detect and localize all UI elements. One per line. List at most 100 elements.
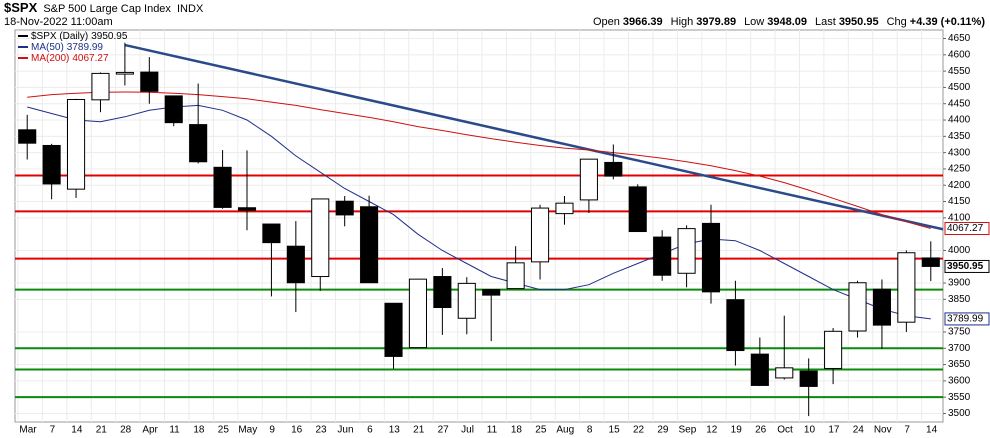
price-tag-label: 3950.95 <box>947 261 984 272</box>
date: 18-Nov-2022 11:00am <box>4 16 113 28</box>
x-tick-label: 8 <box>587 425 593 436</box>
candle-body <box>286 245 305 284</box>
x-tick-label: Aug <box>556 425 574 436</box>
legend-value: 3789.99 <box>67 42 104 53</box>
y-tick-label: 3900 <box>948 278 971 289</box>
quote-label: Low <box>744 16 764 28</box>
x-tick-label: 21 <box>413 425 425 436</box>
quote: Open 3966.39 High 3979.89 Low 3948.09 Last 3950… <box>593 16 985 28</box>
legend-entry: $SPX (Daily) 3950.95 <box>31 31 128 42</box>
legend-value: 4067.27 <box>72 53 109 64</box>
candle-body <box>506 262 525 290</box>
y-tick-label: 3600 <box>948 376 971 387</box>
x-tick-label: 24 <box>853 425 865 436</box>
candle-body <box>897 252 916 323</box>
candle-body <box>457 282 476 319</box>
x-tick-label: Nov <box>874 425 892 436</box>
candle-body <box>115 71 134 75</box>
quote-label: Open <box>593 16 620 28</box>
x-tick-label: Sep <box>678 425 696 436</box>
y-tick-label: 4000 <box>948 245 971 256</box>
legend-name: MA(50) <box>31 42 64 53</box>
y-tick-label: 4650 <box>948 33 971 44</box>
candle-body <box>848 282 867 332</box>
x-tick-label: 25 <box>218 425 230 436</box>
x-tick-label: 7 <box>904 425 910 436</box>
candle-body <box>140 71 159 92</box>
x-tick-label: 23 <box>315 425 327 436</box>
candle-body <box>18 129 37 144</box>
candle-body <box>628 186 647 233</box>
candle-body <box>384 302 403 357</box>
x-tick-label: 17 <box>828 425 840 436</box>
candle-body <box>433 276 452 309</box>
x-tick-label: 28 <box>120 425 132 436</box>
price-tag-label: 3789.99 <box>947 314 984 325</box>
candle-body <box>579 158 598 201</box>
x-tick-label: 19 <box>731 425 743 436</box>
x-tick-label: 29 <box>657 425 669 436</box>
y-tick-label: 4300 <box>948 147 971 158</box>
y-tick-label: 3500 <box>948 408 971 419</box>
x-tick-label: 15 <box>609 425 621 436</box>
legend-entry: MA(50) 3789.99 <box>31 42 103 53</box>
x-tick-label: Jun <box>337 425 353 436</box>
y-tick-label: 4350 <box>948 131 971 142</box>
candle-body <box>237 207 257 211</box>
x-tick-label: 9 <box>269 425 275 436</box>
x-tick-label: 14 <box>926 425 938 436</box>
y-tick-label: 4100 <box>948 212 971 223</box>
x-tick-label: 13 <box>389 425 401 436</box>
price-tag <box>944 222 990 236</box>
candle-body <box>262 223 281 244</box>
x-tick-label: 18 <box>511 425 523 436</box>
y-tick-label: 3650 <box>948 359 971 370</box>
quote-value: 3966.39 <box>623 16 663 28</box>
candle-body <box>677 228 696 274</box>
quote-value: 3950.95 <box>839 16 879 28</box>
candle-body <box>408 278 427 349</box>
y-tick-label: 4250 <box>948 164 971 175</box>
y-tick-label: 3750 <box>948 327 971 338</box>
x-tick-label: 14 <box>71 425 83 436</box>
y-tick-label: 3550 <box>948 392 971 403</box>
symbol: $SPX <box>4 0 38 15</box>
candle-body <box>604 161 623 177</box>
candle-body <box>91 72 110 101</box>
candle-body <box>164 95 183 124</box>
y-tick-label: 4200 <box>948 180 971 191</box>
y-tick-label: 4500 <box>948 82 971 93</box>
candle-body <box>531 207 550 263</box>
candle-body <box>42 144 61 185</box>
x-tick-label: 11 <box>487 425 498 436</box>
candle-body <box>775 367 794 379</box>
candle-body <box>824 330 843 369</box>
candle-body <box>189 124 208 163</box>
legend-name: $SPX (Daily) <box>31 31 88 42</box>
candle-body <box>921 257 940 267</box>
candle-body <box>213 166 232 208</box>
x-tick-label: Apr <box>142 425 158 436</box>
x-tick-label: 26 <box>755 425 767 436</box>
quote-value: 3948.09 <box>767 16 807 28</box>
candle-body <box>311 198 330 278</box>
candle-body <box>482 289 501 296</box>
candle-body <box>335 200 354 216</box>
x-tick-label: May <box>238 425 257 436</box>
x-tick-label: 22 <box>633 425 645 436</box>
quote-label: Last <box>815 16 836 28</box>
candle-body <box>653 236 672 276</box>
candle-body <box>360 206 379 284</box>
price-tag-label: 4067.27 <box>947 223 984 234</box>
y-tick-label: 4150 <box>948 196 971 207</box>
price-tag <box>944 312 990 326</box>
candle-body <box>67 98 86 190</box>
ma-line <box>27 91 931 229</box>
legend-value: 3950.95 <box>91 31 128 42</box>
candle-body <box>555 202 574 215</box>
exchange: INDX <box>177 3 204 15</box>
y-tick-label: 4550 <box>948 66 971 77</box>
